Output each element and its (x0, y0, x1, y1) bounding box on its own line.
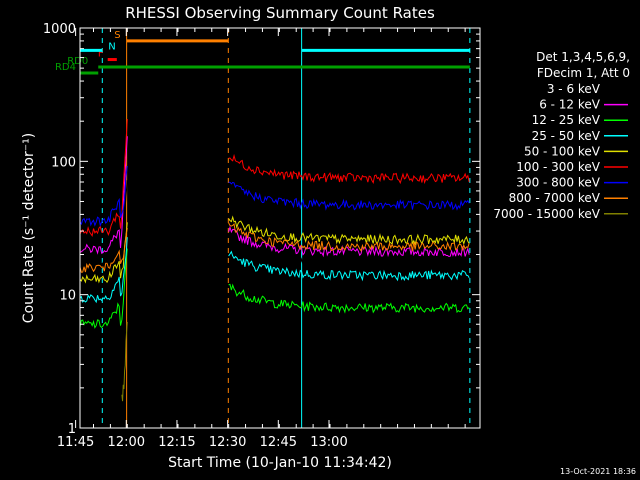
series-line-pre-flare (79, 118, 128, 238)
state-label-s: S (114, 30, 120, 41)
x-tick-label: 11:45 (57, 435, 94, 450)
x-tick-label: 12:00 (108, 435, 145, 450)
plot-frame (79, 27, 481, 429)
series-line-3 (228, 250, 470, 282)
state-label-rd0: RD0 (67, 56, 88, 67)
x-tick-label: 12:15 (158, 435, 195, 450)
legend-label: 12 - 25 keV (532, 113, 601, 127)
series-line-0 (228, 242, 470, 271)
series-line-4 (228, 215, 470, 246)
y-tick-label: 100 (51, 155, 76, 170)
series-line-8 (121, 321, 128, 402)
y-axis-label: Count Rate (s⁻¹ detector⁻¹) (21, 133, 37, 323)
series-line-pre-flare (79, 248, 128, 329)
timestamp: 13-Oct-2021 18:36 (560, 467, 636, 476)
series-line-2 (228, 283, 470, 314)
legend-header-line-2: FDecim 1, Att 0 (537, 66, 630, 80)
series-line-6 (228, 181, 470, 211)
x-tick-label: 12:30 (209, 435, 246, 450)
legend-label: 25 - 50 keV (532, 129, 601, 143)
legend-label: 300 - 800 keV (516, 176, 600, 190)
y-tick-label: 1 (68, 422, 76, 437)
chart-title: RHESSI Observing Summary Count Rates (125, 4, 435, 22)
series-line-pre-flare (79, 237, 128, 304)
legend-label: 50 - 100 keV (524, 144, 601, 158)
series-line-pre-flare (79, 227, 128, 273)
series-line-pre-flare (79, 222, 128, 284)
legend-label: 7000 - 15000 keV (493, 207, 600, 221)
legend-header-line-1: Det 1,3,4,5,6,9, (536, 50, 630, 64)
legend: Det 1,3,4,5,6,9, FDecim 1, Att 0 3 - 6 k… (493, 50, 630, 221)
state-label-f: F (98, 49, 104, 60)
y-tick-label: 10 (59, 289, 76, 304)
x-axis-label: Start Time (10-Jan-10 11:34:42) (168, 455, 392, 471)
series-line-5 (228, 153, 470, 185)
legend-label: 3 - 6 keV (547, 82, 601, 96)
y-tick-label: 1000 (43, 22, 76, 37)
series-line-pre-flare (79, 165, 128, 227)
legend-label: 6 - 12 keV (539, 98, 601, 112)
legend-label: 800 - 7000 keV (509, 191, 601, 205)
axes: 1 10 100 1000 11:45 12:00 12:15 12:30 12:45 13:00 (43, 22, 480, 450)
legend-label: 100 - 300 keV (516, 160, 600, 174)
series-line-1 (228, 225, 470, 258)
state-label-rd4: RD4 (55, 62, 76, 73)
x-tick-label: 12:45 (260, 435, 297, 450)
x-tick-label: 13:00 (310, 435, 347, 450)
series-line-pre-flare (79, 136, 128, 255)
series-line-7 (228, 222, 470, 252)
state-label-n: N (108, 41, 115, 52)
